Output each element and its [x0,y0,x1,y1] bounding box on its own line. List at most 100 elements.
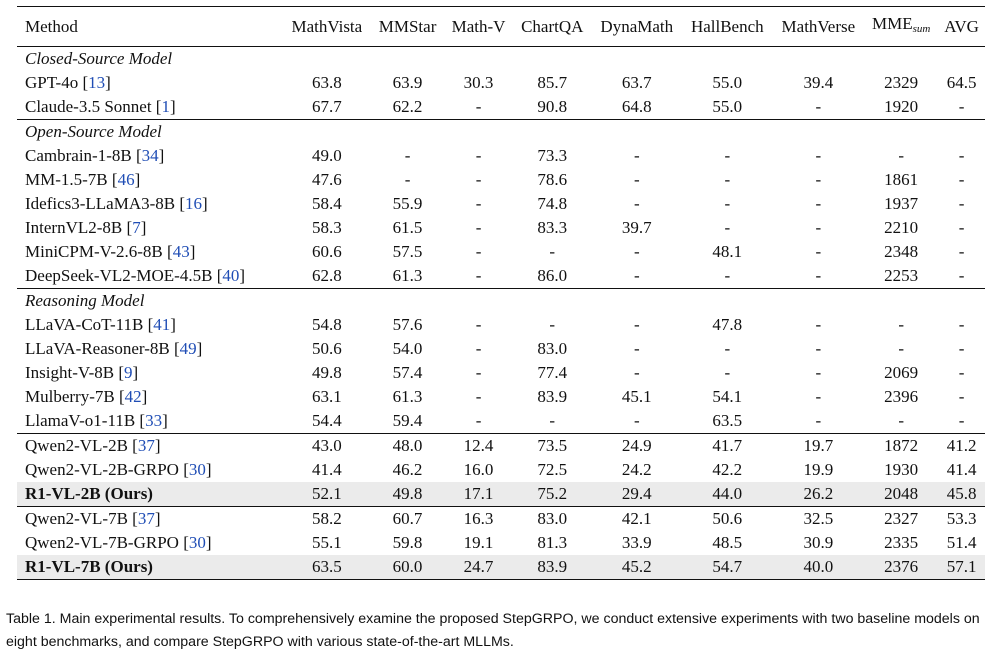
table-row: Cambrain-1-8B [34] 49.0 - - 73.3 - - - - - [17,144,985,168]
value-cell: - [958,242,965,261]
value-cell: - [475,339,482,358]
value-cell: 50.6 [712,509,743,528]
value-cell: - [444,264,513,289]
table-row: Idefics3-LLaMA3-8B [16] 58.4 55.9 - 74.8 - - - 1… [17,192,985,216]
value-cell: - [591,264,683,289]
value-cell: 48.0 [392,436,423,455]
value-cell: 86.0 [512,264,592,289]
value-cell: - [938,264,985,289]
citation-link[interactable]: 16 [185,194,203,213]
value-cell: 2396 [884,387,919,406]
section-header-row: Reasoning Model [17,289,985,314]
citation-link[interactable]: 7 [132,218,141,237]
citation-link[interactable]: 41 [153,315,171,334]
value-cell: 73.3 [537,146,568,165]
value-cell: 55.9 [392,194,423,213]
table-row: Qwen2-VL-7B-GRPO [30] 55.1 59.8 19.1 81.3 33.… [17,531,985,555]
method-name: LLaVA-CoT-11B [25,315,144,334]
value-cell: 1930 [884,460,919,479]
value-cell: 2327 [884,509,919,528]
value-cell: - [404,170,411,189]
method-cell: R1-VL-2B (Ours) [17,482,283,507]
table-row: Claude-3.5 Sonnet [1] 67.7 62.2-90.8 64.8 55… [17,95,985,120]
value-cell: - [815,146,822,165]
value-cell: 52.1 [282,482,371,507]
value-cell: 33.9 [621,533,652,552]
column-header-1: MathVista [282,6,371,47]
value-cell: - [864,409,939,434]
value-cell: 41.4 [946,460,977,479]
method-cell: Cambrain-1-8B [34] [25,146,165,165]
value-cell: 2048 [864,482,939,507]
citation-link[interactable]: 33 [145,411,163,430]
value-cell: - [815,242,822,261]
value-cell: 45.1 [621,387,652,406]
value-cell: - [958,339,965,358]
value-cell: 83.3 [537,218,568,237]
method-name: R1-VL-2B (Ours) [25,484,153,503]
value-cell: 63.5 [682,409,773,434]
value-cell: 61.5 [392,218,423,237]
value-cell: 62.8 [282,264,371,289]
value-cell: 1872 [884,436,919,455]
value-cell: 57.6 [392,315,423,334]
value-cell: 47.6 [311,170,342,189]
section-title: Reasoning Model [25,291,145,310]
method-cell: GPT-4o [13] [25,73,111,92]
citation-link[interactable]: 34 [141,146,159,165]
citation-link[interactable]: 40 [222,266,240,285]
value-cell: 61.3 [370,264,445,289]
citation-link[interactable]: 13 [88,73,106,92]
method-cell: LLaVA-CoT-11B [41] [25,315,176,334]
value-cell: 67.7 [282,95,371,120]
citation-link[interactable]: 42 [124,387,142,406]
value-cell: - [898,339,905,358]
column-header-2: MMStar [370,6,445,47]
citation-link[interactable]: 37 [137,436,155,455]
column-header-3: Math-V [444,6,513,47]
table-row: GPT-4o [13] 63.8 63.9 30.3 85.7 63.7 55.0 39.4 2… [17,71,985,95]
method-name: Insight-V-8B [25,363,115,382]
value-cell: - [958,170,965,189]
citation-link[interactable]: 30 [188,460,206,479]
table-row: LlamaV-o1-11B [33] 54.4 59.4- - -63.5- - - [17,409,985,434]
method-cell: Qwen2-VL-2B-GRPO [30] [25,460,212,479]
value-cell: - [512,409,592,434]
value-cell: 81.3 [537,533,568,552]
value-cell: - [633,315,640,334]
citation-link[interactable]: 46 [117,170,135,189]
table-row: LLaVA-Reasoner-8B [49] 50.6 54.0 - 83.0 - - - - - [17,337,985,361]
method-cell: LlamaV-o1-11B [33] [17,409,283,434]
method-name: MiniCPM-V-2.6-8B [25,242,163,261]
value-cell: - [549,242,556,261]
results-table-container: Method MathVista MMStar Math-V ChartQA DynaMa… [17,6,985,580]
table-row: DeepSeek-VL2-MOE-4.5B [40] 62.8 61.3-86.0-… [17,264,985,289]
value-cell: 57.4 [392,363,423,382]
value-cell: 64.8 [591,95,683,120]
citation-link[interactable]: 9 [124,363,133,382]
value-cell: 1861 [884,170,919,189]
table-row: Mulberry-7B [42] 63.1 61.3 - 83.9 45.1 54.1 - 23… [17,385,985,409]
value-cell: - [958,363,965,382]
method-name: DeepSeek-VL2-MOE-4.5B [25,266,213,285]
value-cell: 63.7 [621,73,652,92]
value-cell: 57.5 [392,242,423,261]
section-header-row: Closed-Source Model [17,47,985,72]
method-cell: Qwen2-VL-7B [37] [25,509,161,528]
method-name: LlamaV-o1-11B [25,411,136,430]
value-cell: 48.1 [712,242,743,261]
value-cell: 41.2 [946,436,977,455]
value-cell: 24.2 [621,460,652,479]
citation-link[interactable]: 43 [172,242,190,261]
value-cell: 2329 [884,73,919,92]
value-cell: 1920 [864,95,939,120]
citation-link[interactable]: 37 [137,509,155,528]
value-cell: 58.3 [311,218,342,237]
value-cell: 83.0 [537,339,568,358]
citation-link[interactable]: 49 [179,339,197,358]
column-header-6: HallBench [682,6,773,47]
citation-link[interactable]: 1 [161,97,170,116]
value-cell: 2210 [884,218,919,237]
citation-link[interactable]: 30 [188,533,206,552]
value-cell: 16.3 [463,509,494,528]
